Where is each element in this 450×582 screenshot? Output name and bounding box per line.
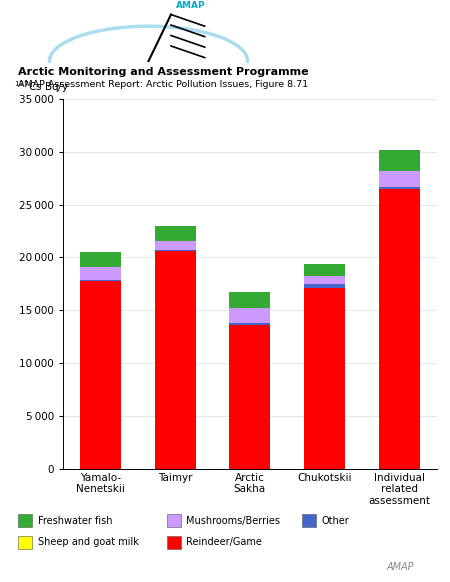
Bar [229, 308, 270, 323]
Text: AMAP: AMAP [387, 562, 414, 572]
Bar [378, 187, 420, 189]
Text: AMAP Assessment Report: Arctic Pollution Issues, Figure 8.71: AMAP Assessment Report: Arctic Pollution… [18, 80, 308, 89]
Bar [229, 323, 270, 325]
Text: $^{137}$Cs Bq/y: $^{137}$Cs Bq/y [14, 80, 70, 95]
Bar [378, 171, 420, 187]
Bar [154, 226, 196, 242]
Bar [304, 283, 345, 288]
Bar [304, 264, 345, 276]
Bar [304, 276, 345, 283]
Bar [80, 252, 121, 267]
Text: Other: Other [321, 516, 349, 526]
Bar [304, 288, 345, 469]
Bar [378, 189, 420, 469]
Text: Freshwater fish: Freshwater fish [38, 516, 112, 526]
Bar [229, 325, 270, 469]
Text: Reindeer/Game: Reindeer/Game [186, 537, 262, 548]
Text: AMAP: AMAP [176, 1, 205, 10]
Bar [80, 279, 121, 281]
Bar [378, 150, 420, 171]
Bar [154, 242, 196, 250]
Text: Arctic Monitoring and Assessment Programme: Arctic Monitoring and Assessment Program… [18, 67, 309, 77]
Bar [80, 267, 121, 279]
Bar [154, 251, 196, 469]
Bar [229, 292, 270, 308]
Bar [80, 281, 121, 469]
Text: Mushrooms/Berries: Mushrooms/Berries [186, 516, 280, 526]
Bar [154, 250, 196, 251]
Text: Sheep and goat milk: Sheep and goat milk [38, 537, 139, 548]
